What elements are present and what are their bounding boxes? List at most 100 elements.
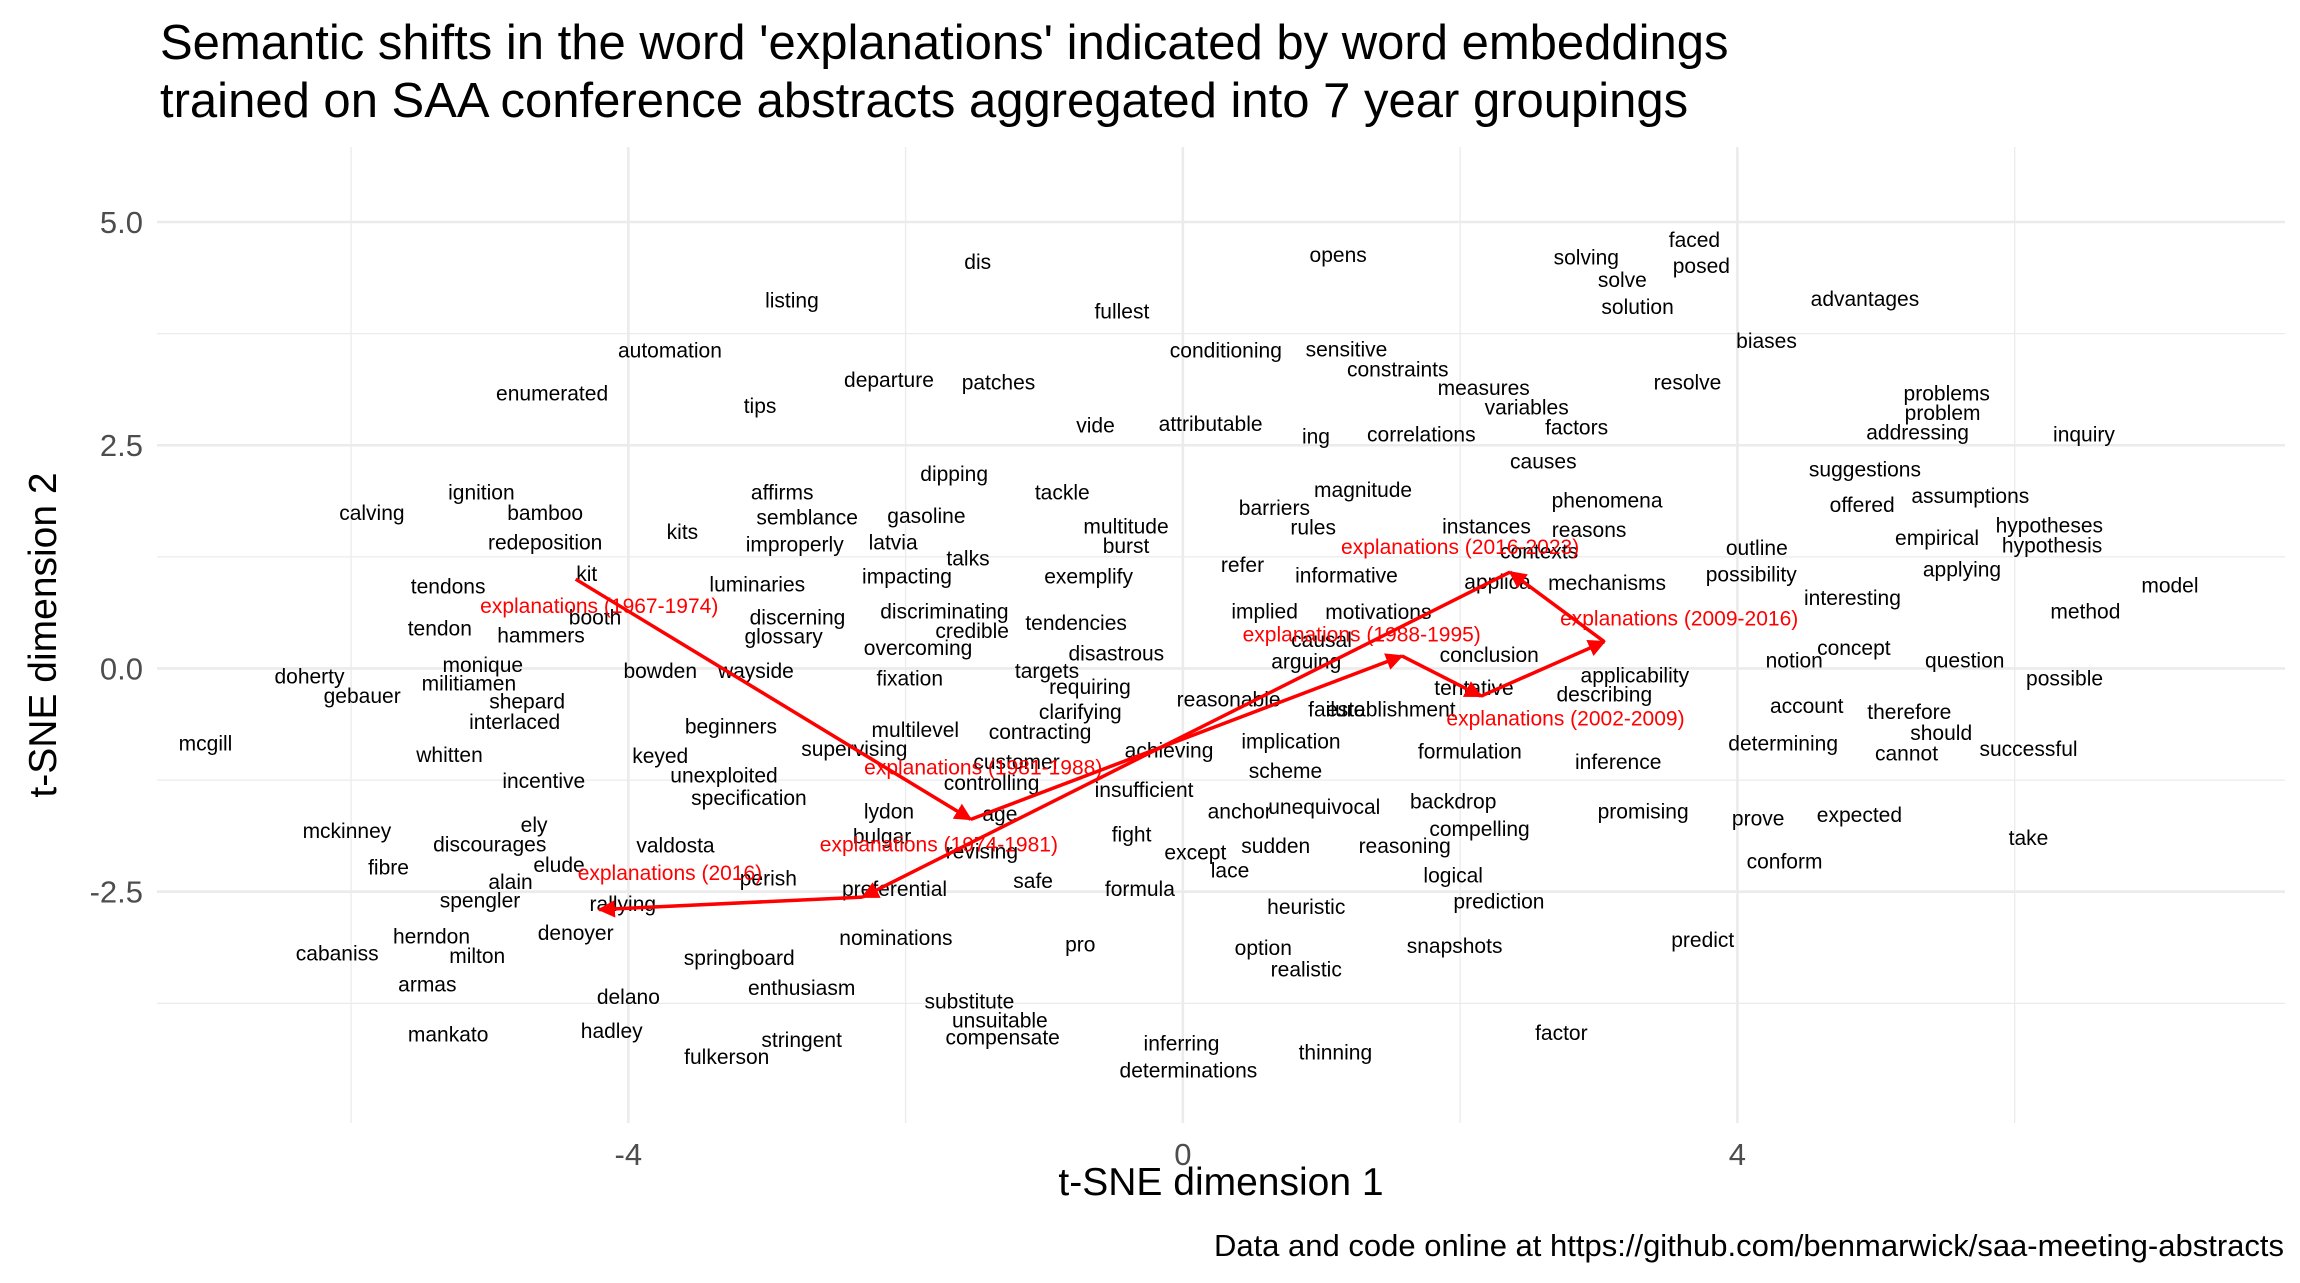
word-label: inquiry — [2053, 424, 2115, 447]
word-label: doherty — [274, 666, 345, 689]
word-label: phenomena — [1552, 490, 1663, 513]
word-label: implied — [1231, 600, 1298, 623]
trajectory-arrow — [1401, 654, 1483, 698]
word-label: causes — [1510, 450, 1577, 473]
period-label: explanations (2016-2023) — [1341, 536, 1579, 559]
word-label: correlations — [1367, 424, 1476, 447]
word-label: dis — [964, 251, 991, 274]
word-label: discriminating — [880, 600, 1008, 623]
y-axis-title: t-SNE dimension 2 — [22, 472, 65, 797]
word-label: method — [2050, 600, 2120, 623]
word-label: measures — [1438, 377, 1530, 400]
word-label: logical — [1423, 865, 1483, 888]
word-label: should — [1910, 722, 1972, 745]
word-label: except — [1164, 841, 1226, 864]
word-label: biases — [1736, 330, 1797, 353]
word-label: take — [2009, 827, 2049, 850]
chart-title: Semantic shifts in the word 'explanation… — [160, 16, 1729, 128]
word-label: reasoning — [1359, 835, 1451, 858]
word-label: tendon — [408, 617, 472, 640]
word-label: factor — [1535, 1022, 1588, 1045]
x-tick-label: -4 — [615, 1137, 643, 1172]
word-label: kit — [576, 563, 597, 586]
word-label: scheme — [1249, 760, 1323, 783]
word-label: constraints — [1347, 358, 1449, 381]
word-label: hammers — [497, 624, 585, 647]
word-label: spengler — [440, 890, 521, 913]
word-label: informative — [1295, 565, 1398, 588]
word-label: arguing — [1271, 650, 1341, 673]
x-tick-label: 0 — [1174, 1137, 1191, 1172]
word-label: overcoming — [864, 637, 973, 660]
word-label: heuristic — [1267, 896, 1345, 919]
word-label: advantages — [1811, 288, 1920, 311]
word-label: predict — [1671, 929, 1734, 952]
word-label: model — [2141, 574, 2198, 597]
word-label: therefore — [1867, 701, 1951, 724]
word-label: unequivocal — [1268, 796, 1380, 819]
word-label: outline — [1726, 537, 1788, 560]
word-label: concept — [1817, 637, 1891, 660]
y-tick-label: 5.0 — [100, 205, 143, 240]
period-label: explanations (1974-1981) — [820, 833, 1058, 856]
word-label: applicability — [1581, 665, 1690, 688]
trajectory-arrow — [1508, 570, 1606, 644]
word-label: rules — [1290, 516, 1336, 539]
word-label: safe — [1013, 870, 1053, 893]
word-label: dipping — [920, 463, 988, 486]
word-label: burst — [1103, 535, 1150, 558]
word-label: age — [982, 803, 1017, 826]
word-label: ely — [521, 814, 548, 837]
word-label: compelling — [1429, 818, 1529, 841]
word-label: inferring — [1144, 1033, 1220, 1056]
word-label: unsuitable — [952, 1009, 1048, 1032]
word-label: question — [1925, 649, 2004, 672]
word-label: mckinney — [303, 820, 392, 843]
word-label: establishment — [1326, 699, 1456, 722]
word-label: milton — [449, 945, 505, 968]
word-label: booth — [569, 607, 622, 630]
word-label: affirms — [751, 482, 814, 505]
y-tick-label: -2.5 — [90, 875, 143, 910]
chart-caption: Data and code online at https://github.c… — [1213, 1228, 2284, 1263]
word-label: customer — [973, 751, 1059, 774]
word-label: opens — [1310, 244, 1367, 267]
word-label: solution — [1601, 296, 1673, 319]
word-label: automation — [618, 340, 722, 363]
word-label: promising — [1598, 800, 1689, 823]
word-label: cannot — [1875, 742, 1938, 765]
period-label: explanations (1981-1988) — [864, 757, 1102, 780]
word-label: impacting — [862, 566, 952, 589]
word-label: bowden — [623, 660, 697, 683]
word-label: reasons — [1552, 519, 1627, 542]
word-label: formula — [1105, 878, 1175, 901]
word-label: fibre — [368, 857, 409, 880]
word-label: bamboo — [507, 502, 583, 525]
word-label: hypothesis — [2002, 534, 2102, 557]
x-axis-title: t-SNE dimension 1 — [1058, 1161, 1383, 1204]
word-label: solve — [1598, 269, 1647, 292]
trajectory-arrow — [1480, 640, 1606, 698]
word-label: herndon — [393, 925, 470, 948]
word-label: alain — [488, 871, 532, 894]
word-label: sudden — [1241, 835, 1310, 858]
word-label: sensitive — [1306, 339, 1388, 362]
x-tick-label: 4 — [1729, 1137, 1746, 1172]
word-label: calving — [339, 502, 404, 525]
word-label: enumerated — [496, 382, 608, 405]
word-label: multitude — [1083, 516, 1168, 539]
word-label: fight — [1112, 824, 1152, 847]
word-label: insufficient — [1095, 779, 1194, 802]
word-label: conclusion — [1440, 644, 1539, 667]
word-label: notion — [1766, 649, 1823, 672]
word-label: instances — [1442, 516, 1531, 539]
period-label: explanations (2016) — [578, 862, 762, 885]
word-label: unexploited — [670, 765, 777, 788]
word-label: discourages — [433, 833, 546, 856]
y-tick-label: 2.5 — [100, 428, 143, 463]
word-label: whitten — [415, 744, 483, 767]
word-label: hypotheses — [1996, 515, 2103, 538]
word-label: beginners — [685, 716, 777, 739]
word-label: implication — [1241, 731, 1340, 754]
word-label: kits — [667, 521, 699, 544]
